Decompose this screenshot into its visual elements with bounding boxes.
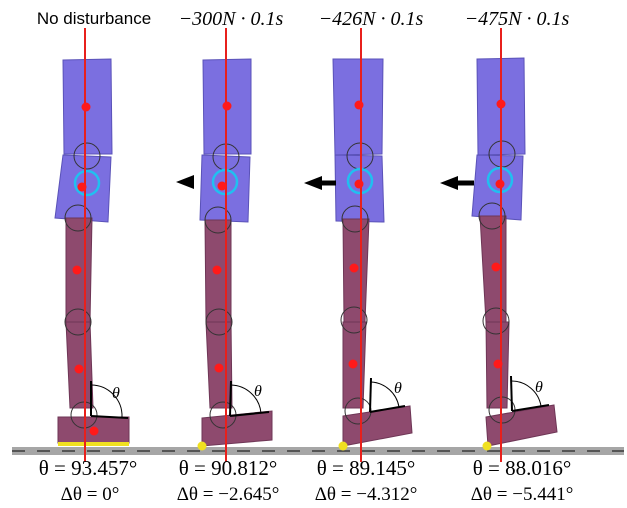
panel-1-hip-joint: [64, 204, 92, 232]
panel-1-title: No disturbance: [37, 9, 151, 28]
panel-3-delta-value: Δθ = −4.312°: [315, 484, 418, 505]
panel-4-hip-joint: [478, 202, 506, 230]
panel-2-knee-joint: [205, 308, 233, 336]
panel-4-angle-leg-ray: [510, 375, 513, 412]
panel-1-foot-com: [89, 426, 99, 436]
panel-1-waist-joint: [73, 142, 101, 170]
panel-3-push-arrow-head: [304, 176, 322, 190]
panel-3-contact-dot: [338, 441, 348, 451]
panel-2-hip-joint: [204, 206, 232, 234]
panel-4-theta-value: θ = 88.016°: [473, 456, 572, 480]
panel-3: −426N · 0.1s θ θ = 89.145° Δθ = −4.312°: [304, 8, 424, 505]
panel-1-body-com: [77, 182, 87, 192]
panel-4-contact-dot: [482, 441, 492, 451]
panel-4-foot: [485, 404, 558, 447]
panel-1-contact-bar: [58, 442, 129, 446]
panel-4: −475N · 0.1s θ θ = 88.016° Δθ = −5.441°: [440, 8, 573, 505]
panel-1-knee-joint: [64, 308, 92, 336]
ground: [12, 447, 624, 455]
panel-2-contact-dot: [197, 441, 207, 451]
panel-4-shank-com: [493, 359, 503, 369]
panel-3-title: −426N · 0.1s: [319, 8, 424, 30]
panel-4-knee-joint: [482, 307, 510, 335]
panel-3-angle-arc: [370, 381, 400, 408]
panel-1-delta-value: Δθ = 0°: [61, 484, 120, 505]
panel-4-body-com: [495, 179, 505, 189]
panel-3-theta-value: θ = 89.145°: [317, 456, 416, 480]
panel-3-theta-label: θ: [394, 380, 402, 397]
panel-1-shank-com: [74, 364, 84, 374]
panel-4-torso-com: [496, 99, 506, 109]
panel-1-angle-foot-ray: [90, 415, 129, 419]
panel-3-foot: [342, 405, 413, 447]
panel-3-lower-torso: [334, 154, 385, 223]
panel-2-title: −300N · 0.1s: [179, 8, 284, 30]
panel-2-theta-label: θ: [254, 383, 262, 400]
panel-4-push-arrow: [440, 176, 474, 190]
panel-1-com-ring: [73, 169, 101, 197]
panel-3-hip-joint: [341, 205, 369, 233]
panel-4-angle-arc: [510, 380, 542, 407]
panel-2-delta-value: Δθ = −2.645°: [177, 484, 280, 505]
panel-3-thigh-com: [349, 263, 359, 273]
panel-1: No disturbance θ θ = 93.457° Δθ = 0°: [37, 9, 151, 505]
panel-1-angle-arc: [90, 384, 123, 418]
panel-2-theta-value: θ = 90.812°: [179, 456, 278, 480]
panel-4-theta-label: θ: [535, 379, 543, 396]
panel-1-torso-com: [81, 102, 91, 112]
panel-3-torso-com: [354, 100, 364, 110]
panel-2-push-arrow: [176, 175, 194, 189]
panel-2-shank-com: [214, 363, 224, 373]
panel-3-angle-leg-ray: [369, 377, 372, 413]
panel-1-theta-value: θ = 93.457°: [39, 456, 138, 480]
panel-2-angle-leg-ray: [229, 380, 232, 417]
panel-3-push-arrow: [304, 176, 336, 190]
panel-2-angle-arc: [230, 384, 262, 414]
panel-2-angle-foot-ray: [229, 411, 270, 417]
panel-4-title: −475N · 0.1s: [465, 8, 570, 30]
panel-4-delta-value: Δθ = −5.441°: [471, 484, 574, 505]
panel-3-body-com: [354, 179, 364, 189]
panel-2-thigh-com: [212, 265, 222, 275]
panel-2-torso-com: [222, 101, 232, 111]
panel-4-push-arrow-head: [440, 176, 458, 190]
panel-2: −300N · 0.1s θ θ = 90.812° Δθ = −2.645°: [176, 8, 284, 505]
panel-1-theta-label: θ: [112, 385, 120, 402]
panel-3-shank-com: [348, 359, 358, 369]
panel-2-body-com: [217, 181, 227, 191]
panel-4-thigh-com: [491, 262, 501, 272]
panel-3-knee-joint: [340, 306, 368, 334]
panel-4-angle-foot-ray: [511, 404, 550, 412]
panel-1-thigh-com: [72, 265, 82, 275]
panel-3-angle-foot-ray: [369, 405, 406, 413]
